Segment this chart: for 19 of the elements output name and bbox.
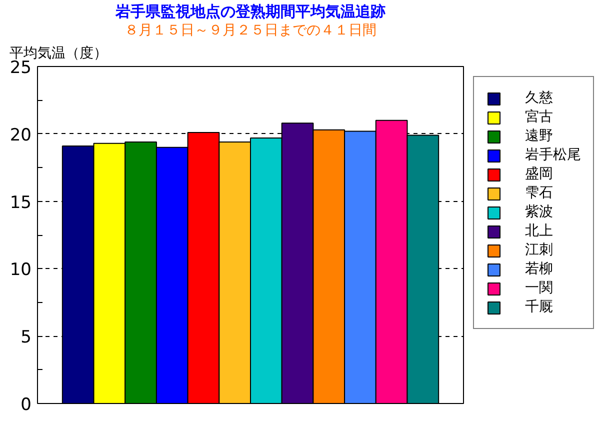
chart-title: 岩手県監視地点の登熟期間平均気温追跡 — [114, 2, 386, 20]
legend-label: 北上 — [525, 222, 553, 240]
legend-label: 若柳 — [525, 260, 553, 278]
legend-label: 久慈 — [525, 89, 553, 107]
legend-label: 紫波 — [525, 203, 553, 221]
legend-label: 遠野 — [525, 127, 553, 145]
y-tick-label: 0 — [20, 395, 32, 415]
legend-label: 江刺 — [525, 241, 553, 259]
legend-label: 岩手松尾 — [525, 146, 581, 164]
legend-label: 宮古 — [525, 108, 553, 126]
chart-subtitle: ８月１５日～９月２５日までの４１日間 — [124, 22, 376, 38]
legend-label: 盛岡 — [525, 165, 553, 183]
legend-label: 雫石 — [525, 184, 553, 202]
legend-label: 一関 — [525, 279, 553, 297]
y-tick-label: 15 — [10, 192, 32, 213]
legend-label: 千厩 — [525, 298, 553, 316]
y-tick-label: 10 — [10, 260, 32, 280]
y-tick-label: 20 — [10, 125, 32, 146]
y-tick-label: 5 — [20, 328, 32, 348]
